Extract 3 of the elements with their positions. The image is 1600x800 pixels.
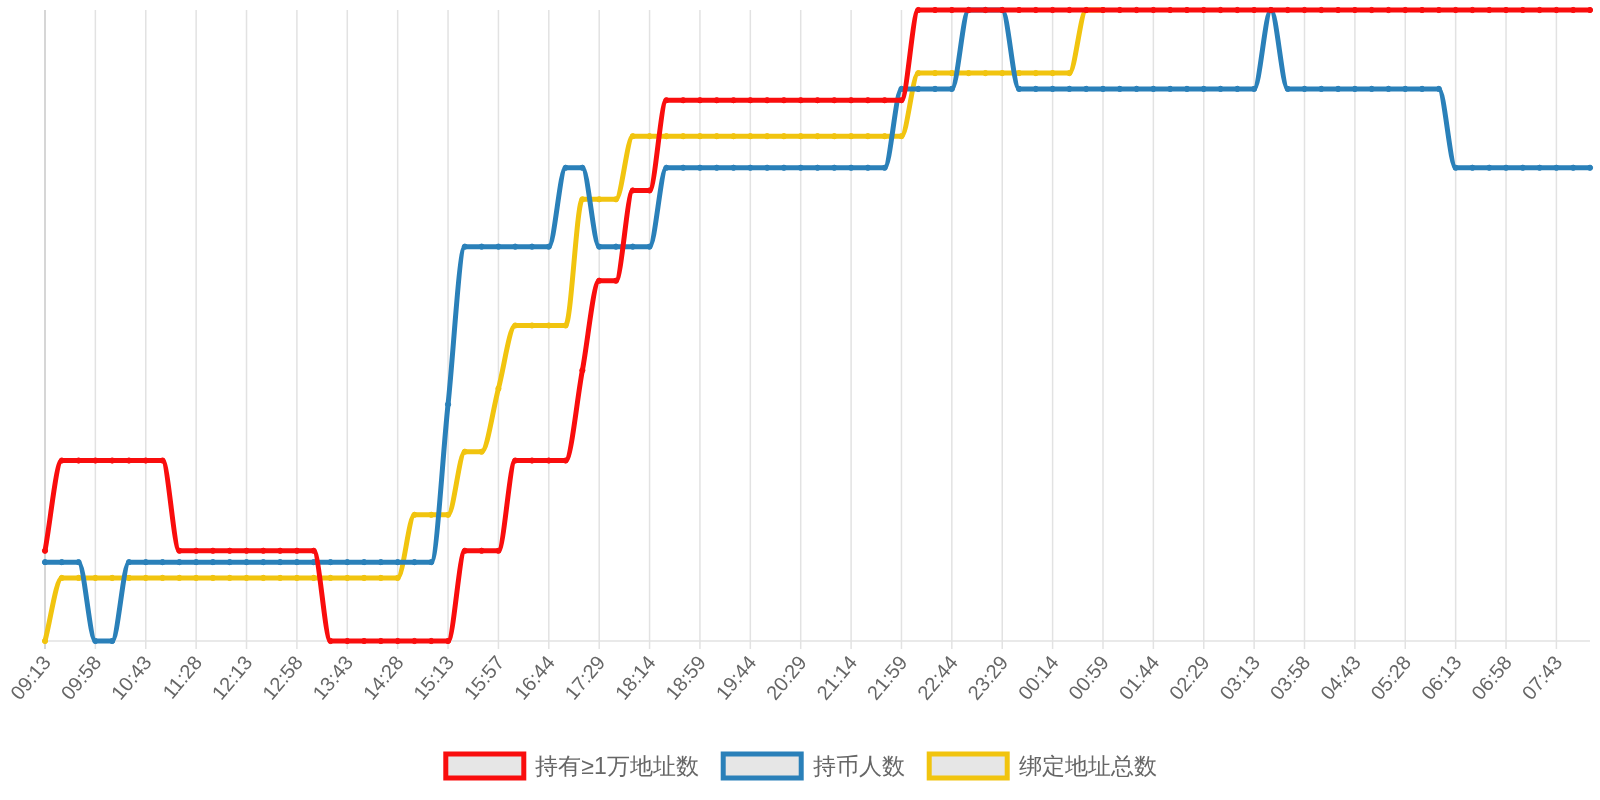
legend-label: 持有≥1万地址数 bbox=[535, 753, 699, 779]
legend-label: 绑定地址总数 bbox=[1018, 753, 1157, 779]
legend-label: 持币人数 bbox=[812, 753, 905, 779]
